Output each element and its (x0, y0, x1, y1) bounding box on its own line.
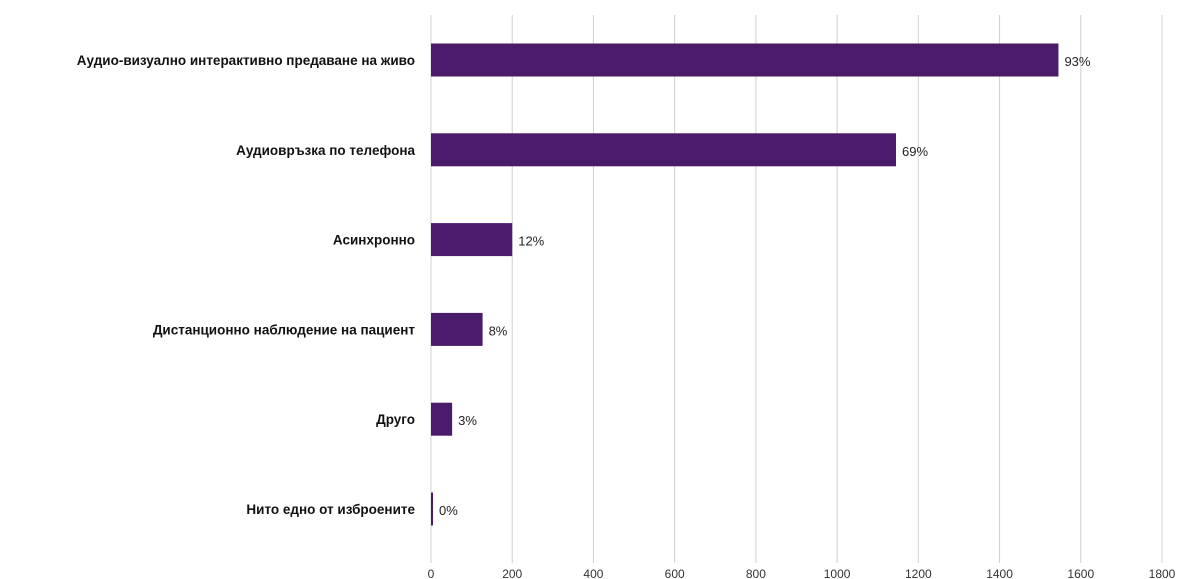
x-tick-label: 600 (665, 567, 685, 579)
grid-lines (430, 15, 1163, 563)
bar (431, 492, 433, 526)
x-tick-label: 0 (428, 567, 435, 579)
data-label: 93% (1064, 54, 1090, 69)
x-tick-label: 1000 (824, 567, 851, 579)
x-tick-label: 1600 (1067, 567, 1094, 579)
data-label: 0% (439, 503, 458, 518)
x-tick-label: 200 (502, 567, 522, 579)
category-label: Дистанционно наблюдение на пациент (153, 322, 416, 337)
data-label: 8% (489, 323, 508, 338)
x-tick-label: 1400 (986, 567, 1013, 579)
bar (431, 133, 896, 167)
data-label: 69% (902, 144, 928, 159)
data-label: 12% (518, 234, 544, 249)
data-labels: 93% 69% 12% 8% 3% 0% (439, 54, 1091, 518)
category-label: Асинхронно (333, 233, 415, 248)
x-tick-label: 1800 (1149, 567, 1176, 579)
x-tick-label: 800 (746, 567, 766, 579)
category-label: Аудио-визуално интерактивно предаване на… (77, 53, 415, 68)
data-label: 3% (458, 413, 477, 428)
x-tick-label: 400 (583, 567, 603, 579)
category-label: Аудиовръзка по телефона (236, 143, 415, 158)
x-axis-ticks: 0 200 400 600 800 1000 1200 1400 1600 1800 (428, 567, 1176, 579)
bar (431, 402, 453, 436)
bar (431, 223, 513, 257)
bar (431, 43, 1059, 77)
category-label: Нито едно от изброените (246, 502, 415, 517)
x-tick-label: 1200 (905, 567, 932, 579)
category-label: Друго (376, 412, 415, 427)
bars (431, 43, 1059, 526)
category-labels: Аудио-визуално интерактивно предаване на… (77, 53, 416, 517)
bar (431, 312, 483, 346)
